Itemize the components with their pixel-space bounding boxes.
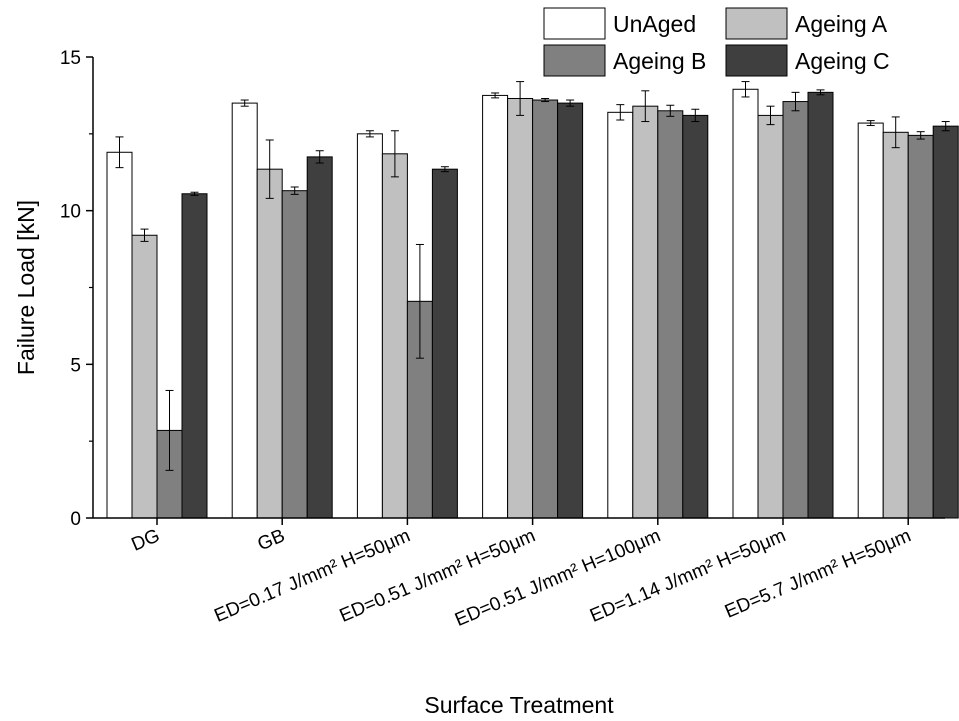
y-tick-label: 15 — [60, 48, 81, 69]
bar-ageing-c — [807, 91, 834, 519]
bar-unaged — [732, 88, 759, 519]
bar-unaged — [106, 151, 133, 519]
bar-ageing-c — [932, 125, 959, 519]
legend: UnAged Ageing A Ageing B Ageing C — [543, 7, 890, 77]
legend-swatch — [725, 44, 788, 77]
bar-ageing-b — [657, 110, 684, 519]
bar-unaged — [857, 122, 884, 519]
bar-ageing-b — [281, 190, 308, 519]
x-tick-label: ED=0.17 J/mm² H=50μm — [211, 525, 413, 627]
bar-ageing-c — [557, 102, 584, 519]
bar-ageing-b — [532, 99, 559, 519]
x-axis-title: Surface Treatment — [424, 692, 614, 718]
legend-label: Ageing A — [795, 11, 888, 37]
y-tick-label: 5 — [70, 355, 81, 376]
bars — [106, 81, 959, 519]
bar-unaged — [607, 111, 634, 519]
legend-swatch — [725, 7, 788, 40]
legend-swatch — [543, 44, 606, 77]
bar-ageing-c — [682, 114, 709, 519]
y-axis-title: Failure Load [kN] — [13, 200, 39, 375]
x-tick-label: GB — [255, 525, 288, 555]
legend-label: Ageing C — [795, 48, 890, 74]
bar-ageing-b — [907, 134, 934, 519]
bar-unaged — [482, 94, 509, 519]
bar-ageing-c — [431, 168, 458, 519]
bar-ageing-c — [181, 193, 208, 519]
y-ticks: 0 5 10 15 — [60, 48, 93, 530]
bar-unaged — [231, 102, 258, 519]
bar-ageing-a — [882, 131, 909, 519]
x-tick-label: ED=0.51 J/mm² H=100μm — [452, 525, 664, 631]
bar-unaged — [356, 133, 383, 519]
bar-ageing-a — [131, 234, 158, 519]
y-tick-label: 10 — [60, 202, 81, 223]
legend-label: Ageing B — [613, 48, 706, 74]
bar-ageing-a — [757, 114, 784, 519]
bar-ageing-c — [306, 156, 333, 519]
y-tick-label: 0 — [70, 509, 81, 530]
bar-ageing-a — [632, 105, 659, 519]
bar-ageing-b — [782, 101, 809, 519]
x-tick-label: DG — [129, 525, 163, 555]
bar-ageing-a — [256, 168, 283, 519]
bar-ageing-a — [507, 97, 534, 519]
legend-label: UnAged — [613, 11, 696, 37]
legend-swatch — [543, 7, 606, 40]
bar-ageing-a — [381, 153, 408, 519]
